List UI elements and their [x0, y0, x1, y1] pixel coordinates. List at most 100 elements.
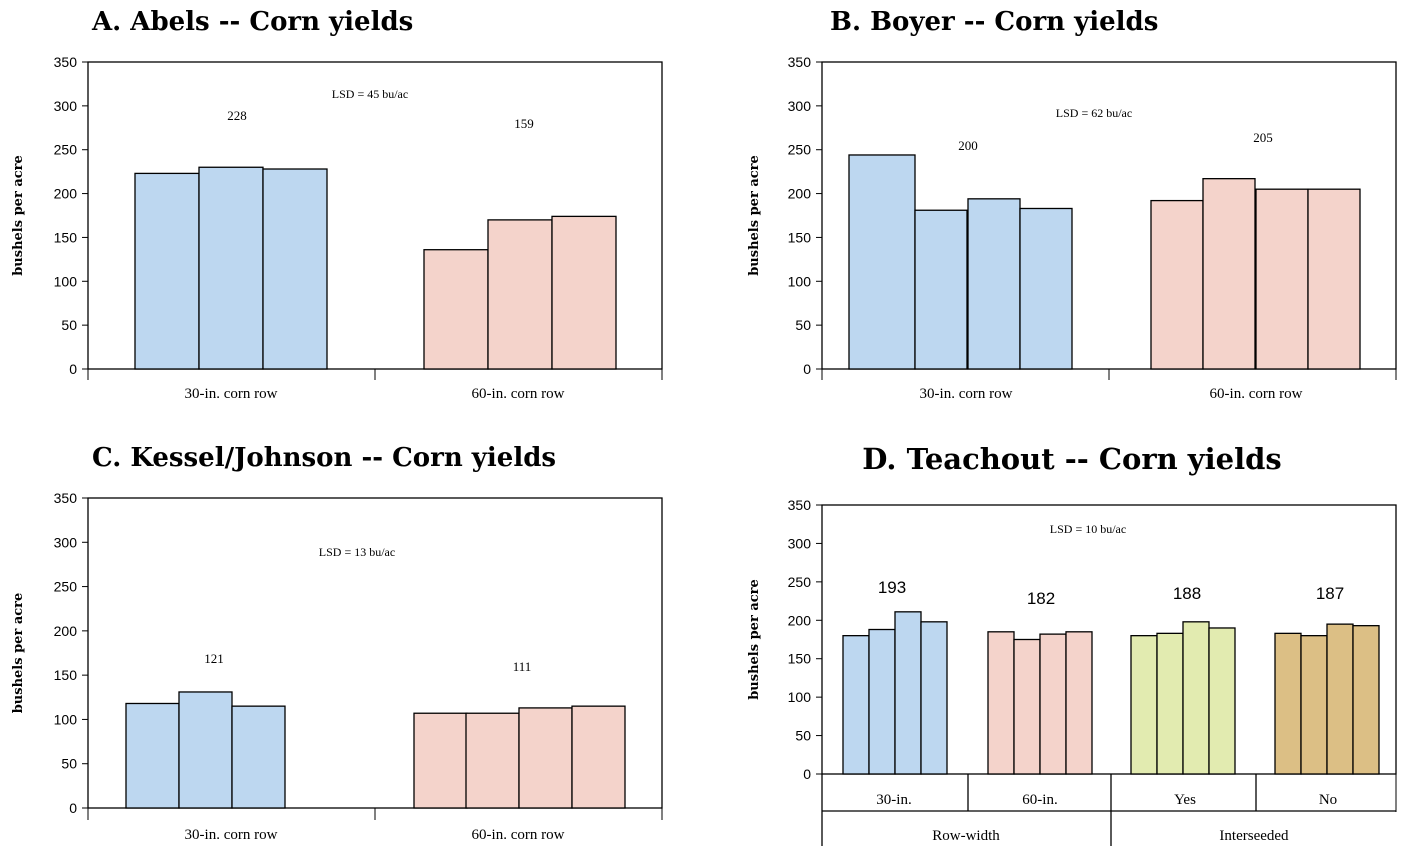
bar — [1150, 199, 1204, 370]
lsd-annotation: LSD = 45 bu/ac — [332, 87, 408, 101]
chart-panel-4: D. Teachout -- Corn yields 0 50 100 150 200 25… — [747, 442, 1397, 846]
y-tick-label: 0 — [69, 800, 77, 816]
bar — [1065, 631, 1093, 775]
bar — [518, 707, 573, 809]
mean-label: 205 — [1253, 130, 1273, 145]
bar — [198, 166, 264, 370]
category-label: 30-in. corn row — [185, 386, 278, 402]
bar — [868, 628, 896, 775]
bar — [134, 172, 200, 370]
y-tick-label: 250 — [54, 579, 78, 595]
y-tick-label: 150 — [54, 229, 78, 245]
bar — [465, 712, 520, 809]
bar — [231, 705, 286, 809]
bar — [967, 198, 1021, 370]
y-tick-label: 0 — [803, 361, 811, 377]
y-tick-label: 250 — [54, 142, 78, 158]
y-axis-label: bushels per acre — [747, 155, 762, 276]
bar — [1208, 627, 1236, 775]
y-tick-label: 100 — [54, 273, 78, 289]
bar — [1326, 623, 1354, 775]
bar — [1039, 633, 1067, 775]
category-label: No — [1319, 792, 1337, 808]
category-label: Yes — [1174, 792, 1196, 808]
mean-label: 159 — [514, 116, 534, 131]
bar — [842, 635, 870, 775]
bar — [987, 631, 1015, 775]
category-label: 60-in. corn row — [472, 827, 565, 843]
y-tick-label: 150 — [54, 667, 78, 683]
bar — [1255, 188, 1309, 370]
bar — [894, 611, 922, 775]
supergroup-label: Interseeded — [1219, 828, 1289, 844]
chart-panel-2: B. Boyer -- Corn yields 0 50 100 150 200 250 30… — [747, 7, 1397, 402]
mean-label: 188 — [1173, 584, 1201, 603]
y-tick-label: 200 — [54, 623, 78, 639]
bar — [1156, 632, 1184, 775]
bar — [1307, 188, 1361, 370]
mean-label: 193 — [878, 578, 906, 597]
y-tick-label: 50 — [795, 728, 811, 744]
lsd-annotation: LSD = 62 bu/ac — [1056, 106, 1132, 120]
bar — [487, 219, 553, 370]
category-label: 30-in. corn row — [185, 827, 278, 843]
mean-label: 111 — [513, 659, 532, 674]
y-axis-label: bushels per acre — [11, 155, 26, 276]
y-tick-label: 300 — [54, 98, 78, 114]
y-tick-label: 300 — [788, 535, 812, 551]
y-tick-label: 100 — [54, 711, 78, 727]
y-tick-label: 350 — [54, 490, 78, 506]
y-axis-label: bushels per acre — [747, 579, 762, 700]
y-tick-label: 250 — [788, 574, 812, 590]
bar — [1019, 207, 1073, 370]
y-tick-label: 150 — [788, 229, 812, 245]
bar — [413, 712, 468, 809]
bar — [1300, 635, 1328, 775]
bar — [1352, 625, 1380, 775]
y-tick-label: 350 — [54, 54, 78, 70]
mean-label: 121 — [204, 651, 224, 666]
y-tick-label: 250 — [788, 142, 812, 158]
y-tick-label: 300 — [54, 534, 78, 550]
category-label: 60-in. corn row — [472, 386, 565, 402]
plot-area — [821, 504, 1397, 775]
category-label: 60-in. corn row — [1210, 386, 1303, 402]
chart-title: C. Kessel/Johnson -- Corn yields — [92, 443, 556, 473]
chart-panel-1: A. Abels -- Corn yields 0 50 100 150 200 250 30… — [11, 7, 663, 402]
lsd-annotation: LSD = 13 bu/ac — [319, 545, 395, 559]
bar — [571, 705, 626, 809]
chart-title: B. Boyer -- Corn yields — [830, 7, 1158, 37]
bar — [920, 621, 948, 775]
y-tick-label: 0 — [803, 766, 811, 782]
y-tick-label: 50 — [61, 317, 77, 333]
bar — [1013, 638, 1041, 775]
y-tick-label: 350 — [788, 54, 812, 70]
category-label: 30-in. — [876, 792, 911, 808]
mean-label: 187 — [1316, 584, 1344, 603]
bar — [1130, 635, 1158, 775]
y-tick-label: 50 — [61, 756, 77, 772]
y-tick-label: 350 — [788, 497, 812, 513]
mean-label: 200 — [958, 138, 978, 153]
bar — [125, 702, 180, 809]
y-tick-label: 100 — [788, 689, 812, 705]
bar — [178, 691, 233, 809]
y-tick-label: 150 — [788, 651, 812, 667]
bar — [848, 154, 916, 370]
lsd-annotation: LSD = 10 bu/ac — [1050, 522, 1126, 536]
bar — [262, 168, 328, 370]
y-tick-label: 200 — [788, 186, 812, 202]
y-axis-label: bushels per acre — [11, 593, 26, 714]
category-label: 30-in. corn row — [920, 386, 1013, 402]
bar — [1274, 632, 1302, 775]
mean-label: 182 — [1027, 589, 1055, 608]
y-tick-label: 300 — [788, 98, 812, 114]
category-label: 60-in. — [1022, 792, 1057, 808]
supergroup-label: Row-width — [932, 828, 1000, 844]
bar — [1182, 621, 1210, 775]
chart-title: A. Abels -- Corn yields — [91, 7, 413, 37]
y-tick-label: 100 — [788, 273, 812, 289]
y-tick-label: 200 — [54, 186, 78, 202]
chart-title: D. Teachout -- Corn yields — [862, 442, 1281, 476]
